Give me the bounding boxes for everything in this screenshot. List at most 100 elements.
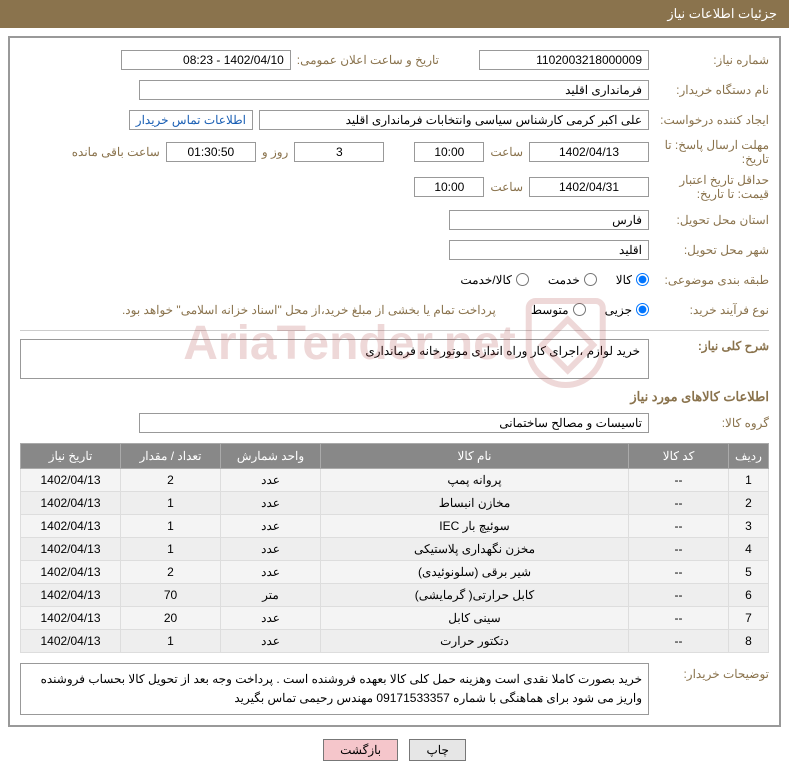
label-buyer-org: نام دستگاه خریدار: xyxy=(649,83,769,97)
table-row: 8--دتکتور حرارتعدد11402/04/13 xyxy=(21,629,769,652)
field-province: فارس xyxy=(449,210,649,230)
label-city: شهر محل تحویل: xyxy=(649,243,769,257)
label-purchase-type: نوع فرآیند خرید: xyxy=(649,303,769,317)
table-cell: 1402/04/13 xyxy=(21,491,121,514)
field-price-validity-time: 10:00 xyxy=(414,177,484,197)
table-cell: 2 xyxy=(729,491,769,514)
table-cell: سینی کابل xyxy=(321,606,629,629)
table-cell: 1402/04/13 xyxy=(21,468,121,491)
field-goods-group: تاسیسات و مصالح ساختمانی xyxy=(139,413,649,433)
label-need-number: شماره نیاز: xyxy=(649,53,769,67)
table-header: تاریخ نیاز xyxy=(21,443,121,468)
field-deadline-date: 1402/04/13 xyxy=(529,142,649,162)
table-cell: عدد xyxy=(221,560,321,583)
table-cell: -- xyxy=(629,514,729,537)
radio-input[interactable] xyxy=(584,273,597,286)
radio-input[interactable] xyxy=(636,303,649,316)
table-cell: 1402/04/13 xyxy=(21,560,121,583)
label-announce: تاریخ و ساعت اعلان عمومی: xyxy=(297,53,439,67)
main-panel: AriaTender.net شماره نیاز: 1102003218000… xyxy=(8,36,781,727)
field-price-validity-date: 1402/04/31 xyxy=(529,177,649,197)
field-days-remaining: 3 xyxy=(294,142,384,162)
label-price-validity: حداقل تاریخ اعتبار قیمت: تا تاریخ: xyxy=(649,173,769,202)
table-row: 2--مخازن انبساطعدد11402/04/13 xyxy=(21,491,769,514)
radio-label: خدمت xyxy=(548,273,580,287)
label-deadline: مهلت ارسال پاسخ: تا تاریخ: xyxy=(649,138,769,167)
table-cell: عدد xyxy=(221,606,321,629)
table-cell: شیر برقی (سلونوئیدی) xyxy=(321,560,629,583)
radio-option[interactable]: متوسط xyxy=(531,303,586,317)
table-cell: -- xyxy=(629,537,729,560)
table-header: واحد شمارش xyxy=(221,443,321,468)
table-cell: پروانه پمپ xyxy=(321,468,629,491)
table-header: تعداد / مقدار xyxy=(121,443,221,468)
table-cell: کابل حرارتی( گرمایشی) xyxy=(321,583,629,606)
table-cell: 2 xyxy=(121,560,221,583)
table-cell: عدد xyxy=(221,468,321,491)
table-cell: 8 xyxy=(729,629,769,652)
label-time-left: ساعت باقی مانده xyxy=(72,145,160,159)
field-time-remaining: 01:30:50 xyxy=(166,142,256,162)
radio-group-category: کالا خدمت کالا/خدمت xyxy=(445,273,649,287)
label-time-2: ساعت xyxy=(490,180,523,194)
table-cell: 3 xyxy=(729,514,769,537)
label-buyer-notes: توضیحات خریدار: xyxy=(649,663,769,681)
table-row: 3--سوئیچ بار IECعدد11402/04/13 xyxy=(21,514,769,537)
table-cell: -- xyxy=(629,560,729,583)
goods-table-wrap: ردیفکد کالانام کالاواحد شمارشتعداد / مقد… xyxy=(20,443,769,653)
radio-input[interactable] xyxy=(573,303,586,316)
table-cell: 1402/04/13 xyxy=(21,537,121,560)
table-cell: متر xyxy=(221,583,321,606)
radio-label: کالا/خدمت xyxy=(460,273,511,287)
field-city: اقلید xyxy=(449,240,649,260)
table-cell: سوئیچ بار IEC xyxy=(321,514,629,537)
table-cell: -- xyxy=(629,606,729,629)
radio-option[interactable]: کالا xyxy=(616,273,649,287)
back-button[interactable]: بازگشت xyxy=(323,739,398,761)
field-overall-desc: خرید لوازم ،اجرای کار وراه اندازی موتورخ… xyxy=(20,339,649,379)
footer-buttons: چاپ بازگشت xyxy=(0,739,789,761)
label-category: طبقه بندی موضوعی: xyxy=(649,273,769,287)
table-cell: 70 xyxy=(121,583,221,606)
table-cell: 1 xyxy=(121,514,221,537)
table-cell: 20 xyxy=(121,606,221,629)
page-header: جزئیات اطلاعات نیاز xyxy=(0,0,789,28)
table-row: 4--مخزن نگهداری پلاستیکیعدد11402/04/13 xyxy=(21,537,769,560)
radio-option[interactable]: کالا/خدمت xyxy=(460,273,528,287)
table-cell: -- xyxy=(629,629,729,652)
table-cell: مخزن نگهداری پلاستیکی xyxy=(321,537,629,560)
table-cell: -- xyxy=(629,468,729,491)
table-cell: 7 xyxy=(729,606,769,629)
radio-option[interactable]: خدمت xyxy=(548,273,597,287)
radio-input[interactable] xyxy=(636,273,649,286)
field-requester: علی اکبر کرمی کارشناس سیاسی وانتخابات فر… xyxy=(259,110,649,130)
table-cell: عدد xyxy=(221,537,321,560)
table-cell: 1 xyxy=(121,537,221,560)
label-requester: ایجاد کننده درخواست: xyxy=(649,113,769,127)
table-cell: 2 xyxy=(121,468,221,491)
label-days-and: روز و xyxy=(262,145,289,159)
table-row: 7--سینی کابلعدد201402/04/13 xyxy=(21,606,769,629)
table-cell: 1402/04/13 xyxy=(21,514,121,537)
table-cell: 1 xyxy=(729,468,769,491)
field-deadline-time: 10:00 xyxy=(414,142,484,162)
table-cell: -- xyxy=(629,583,729,606)
table-row: 1--پروانه پمپعدد21402/04/13 xyxy=(21,468,769,491)
table-cell: 5 xyxy=(729,560,769,583)
field-buyer-notes: خرید بصورت کاملا نقدی است وهزینه حمل کلی… xyxy=(20,663,649,715)
link-contact[interactable]: اطلاعات تماس خریدار xyxy=(129,110,253,130)
field-need-number: 1102003218000009 xyxy=(479,50,649,70)
radio-option[interactable]: جزیی xyxy=(605,303,649,317)
label-overall-desc: شرح کلی نیاز: xyxy=(649,339,769,353)
table-cell: -- xyxy=(629,491,729,514)
table-cell: 6 xyxy=(729,583,769,606)
table-header: نام کالا xyxy=(321,443,629,468)
field-buyer-org: فرمانداری اقلید xyxy=(139,80,649,100)
table-cell: عدد xyxy=(221,629,321,652)
radio-input[interactable] xyxy=(516,273,529,286)
table-cell: 1402/04/13 xyxy=(21,583,121,606)
field-announce: 1402/04/10 - 08:23 xyxy=(121,50,291,70)
payment-note: پرداخت تمام یا بخشی از مبلغ خرید،از محل … xyxy=(122,303,496,317)
table-row: 5--شیر برقی (سلونوئیدی)عدد21402/04/13 xyxy=(21,560,769,583)
print-button[interactable]: چاپ xyxy=(409,739,465,761)
